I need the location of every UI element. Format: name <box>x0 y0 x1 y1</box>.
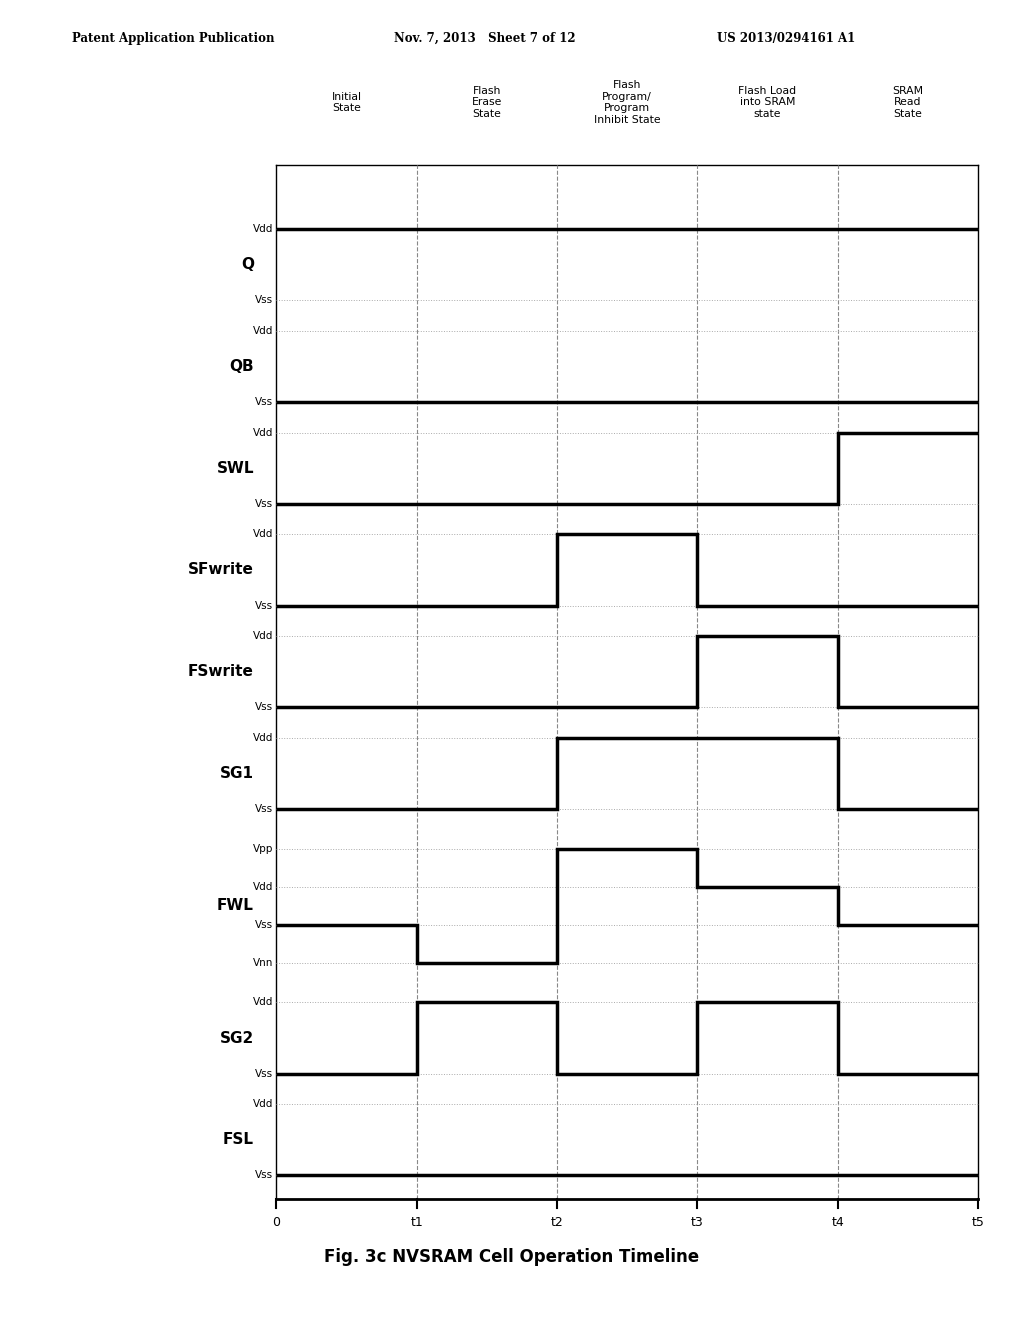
Text: Vss: Vss <box>255 920 273 929</box>
Text: t1: t1 <box>411 1216 423 1229</box>
Text: SRAM
Read
State: SRAM Read State <box>892 86 924 119</box>
Text: Flash
Program/
Program
Inhibit State: Flash Program/ Program Inhibit State <box>594 81 660 124</box>
Text: FWL: FWL <box>217 898 254 913</box>
Text: Fig. 3c NVSRAM Cell Operation Timeline: Fig. 3c NVSRAM Cell Operation Timeline <box>325 1247 699 1266</box>
Text: t2: t2 <box>551 1216 563 1229</box>
Text: Vss: Vss <box>255 804 273 814</box>
Text: Vss: Vss <box>255 296 273 305</box>
Text: Vdd: Vdd <box>253 428 273 438</box>
Text: Vdd: Vdd <box>253 326 273 335</box>
Text: Vss: Vss <box>255 499 273 508</box>
Text: SWL: SWL <box>216 461 254 475</box>
Text: FSL: FSL <box>223 1133 254 1147</box>
Text: Flash Load
into SRAM
state: Flash Load into SRAM state <box>738 86 797 119</box>
Text: Vdd: Vdd <box>253 1100 273 1109</box>
Text: SFwrite: SFwrite <box>188 562 254 577</box>
Text: t4: t4 <box>831 1216 844 1229</box>
Text: Vss: Vss <box>255 397 273 407</box>
Text: QB: QB <box>229 359 254 374</box>
Text: SG2: SG2 <box>220 1031 254 1045</box>
Text: t5: t5 <box>972 1216 984 1229</box>
Text: Vnn: Vnn <box>253 958 273 968</box>
Text: t3: t3 <box>691 1216 703 1229</box>
Text: Initial
State: Initial State <box>332 91 361 114</box>
Text: Vdd: Vdd <box>253 529 273 540</box>
Text: SG1: SG1 <box>220 766 254 781</box>
Text: Vss: Vss <box>255 702 273 713</box>
Text: Vss: Vss <box>255 601 273 611</box>
Text: Vss: Vss <box>255 1171 273 1180</box>
Text: FSwrite: FSwrite <box>188 664 254 680</box>
Text: Vdd: Vdd <box>253 733 273 743</box>
Text: Vdd: Vdd <box>253 224 273 234</box>
Text: Q: Q <box>241 257 254 272</box>
Text: US 2013/0294161 A1: US 2013/0294161 A1 <box>717 32 855 45</box>
Text: Vss: Vss <box>255 1069 273 1078</box>
Text: Vdd: Vdd <box>253 998 273 1007</box>
Text: Patent Application Publication: Patent Application Publication <box>72 32 274 45</box>
Text: 0: 0 <box>272 1216 281 1229</box>
Text: Vpp: Vpp <box>253 843 273 854</box>
Text: Flash
Erase
State: Flash Erase State <box>472 86 502 119</box>
Text: Vdd: Vdd <box>253 882 273 892</box>
Text: Vdd: Vdd <box>253 631 273 642</box>
Text: Nov. 7, 2013   Sheet 7 of 12: Nov. 7, 2013 Sheet 7 of 12 <box>394 32 575 45</box>
